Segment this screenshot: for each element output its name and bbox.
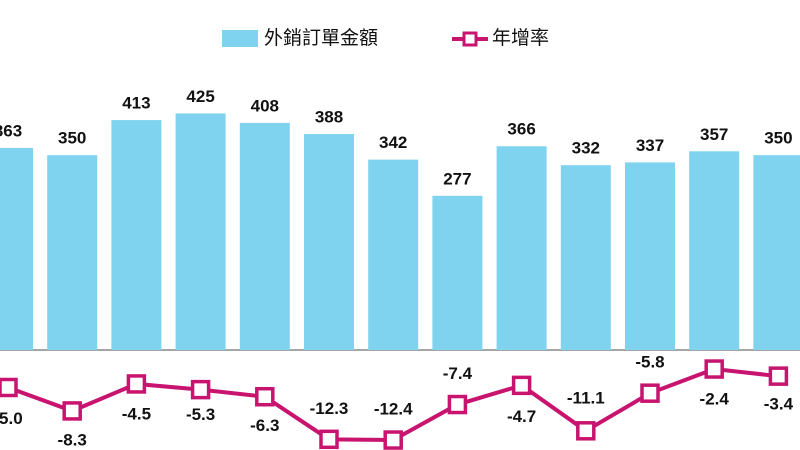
bar: [111, 120, 162, 350]
rate-marker: [383, 430, 403, 450]
bar: [304, 134, 354, 350]
legend-label: 外銷訂單金額: [264, 27, 378, 49]
rate-marker: [62, 401, 82, 421]
rate-value-label: -4.7: [507, 407, 536, 426]
rate-marker: [576, 421, 596, 441]
rate-marker: [319, 429, 339, 450]
rate-value-label: -5.3: [186, 405, 215, 424]
bar: [47, 155, 98, 350]
bar: [560, 165, 611, 350]
legend-swatch-bar: [222, 30, 258, 47]
legend-swatch-marker: [462, 31, 478, 47]
rate-value-label: -3.4: [764, 395, 794, 414]
bar-value-label: 350: [764, 129, 792, 148]
rate-marker: [190, 379, 211, 400]
rate-marker: [768, 366, 789, 386]
legend-label: 年增率: [492, 27, 549, 49]
rate-value-label: -12.3: [310, 399, 349, 418]
bar: [175, 113, 226, 351]
rate-value-label: -7.4: [443, 364, 473, 383]
rate-value-label: -4.5: [122, 404, 151, 423]
bar: [368, 159, 419, 350]
bar-value-label: 342: [379, 133, 407, 152]
rate-value-label: -12.4: [374, 400, 413, 419]
bar-value-label: 366: [507, 120, 535, 139]
rate-value-label: -11.1: [567, 388, 605, 407]
rate-value-label: -8.3: [58, 430, 87, 449]
rate-marker: [255, 386, 275, 407]
bar-value-label: 337: [636, 136, 664, 155]
rate-value-label: -6.3: [250, 416, 279, 435]
bar-value-label: 388: [315, 107, 343, 126]
bar: [432, 195, 483, 350]
rate-value-label: -5.0: [0, 409, 23, 428]
bar-value-label: 357: [700, 125, 728, 144]
bar: [625, 162, 675, 350]
bar: [0, 147, 33, 350]
rate-marker: [0, 377, 18, 398]
bar: [753, 155, 800, 350]
bar: [239, 122, 290, 350]
bar-value-label: 332: [572, 139, 600, 158]
bar: [689, 151, 740, 350]
rate-marker: [704, 359, 724, 379]
rate-marker: [640, 383, 660, 403]
bar-value-label: 413: [122, 94, 150, 113]
rate-marker: [511, 375, 532, 396]
rate-value-label: -5.8: [635, 353, 664, 372]
bar-value-label: 363: [0, 121, 22, 140]
rate-value-label: -2.4: [700, 390, 730, 409]
bar-value-label: 408: [251, 96, 279, 115]
bar-value-label: 425: [186, 87, 214, 106]
bar: [496, 146, 547, 350]
bar-value-label: 277: [443, 169, 471, 188]
rate-marker: [126, 374, 147, 394]
bar-value-label: 350: [58, 129, 86, 148]
rate-marker: [447, 394, 468, 415]
